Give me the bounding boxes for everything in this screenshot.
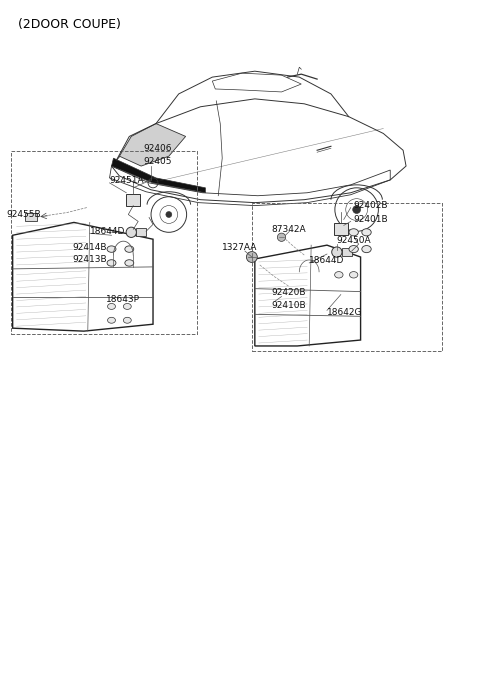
Text: 18644D: 18644D xyxy=(90,227,125,236)
Text: 18643P: 18643P xyxy=(106,295,140,304)
Text: 92420B: 92420B xyxy=(272,288,306,297)
Circle shape xyxy=(332,247,342,257)
Text: 18642G: 18642G xyxy=(327,308,362,317)
Ellipse shape xyxy=(123,318,131,323)
Ellipse shape xyxy=(107,260,116,266)
Ellipse shape xyxy=(349,272,358,278)
Ellipse shape xyxy=(123,303,131,309)
Ellipse shape xyxy=(108,303,116,309)
Text: 92451A: 92451A xyxy=(109,176,144,185)
Bar xyxy=(334,224,348,235)
Ellipse shape xyxy=(335,272,343,278)
Circle shape xyxy=(126,227,136,237)
Circle shape xyxy=(246,252,257,263)
Circle shape xyxy=(277,233,286,241)
Text: (2DOOR COUPE): (2DOOR COUPE) xyxy=(18,18,120,31)
Text: 92413B: 92413B xyxy=(72,255,107,265)
Bar xyxy=(126,193,140,206)
Text: 18644D: 18644D xyxy=(309,257,345,265)
Circle shape xyxy=(166,211,172,217)
Ellipse shape xyxy=(362,246,371,252)
Ellipse shape xyxy=(349,228,359,236)
Text: 92450A: 92450A xyxy=(337,236,372,245)
Text: 92402B: 92402B xyxy=(354,201,388,210)
Polygon shape xyxy=(120,123,186,166)
Text: 92410B: 92410B xyxy=(272,301,306,310)
Text: 92414B: 92414B xyxy=(72,243,107,252)
Text: 87342A: 87342A xyxy=(272,225,306,234)
Text: 92405: 92405 xyxy=(143,156,172,165)
Text: 92401B: 92401B xyxy=(354,215,388,224)
Bar xyxy=(342,248,352,256)
Ellipse shape xyxy=(107,246,116,252)
Polygon shape xyxy=(111,158,205,193)
Text: 1327AA: 1327AA xyxy=(222,243,258,252)
Ellipse shape xyxy=(362,228,371,236)
Bar xyxy=(24,213,37,222)
Ellipse shape xyxy=(108,318,116,323)
Text: 92455B: 92455B xyxy=(7,210,41,219)
Ellipse shape xyxy=(125,260,134,266)
Circle shape xyxy=(353,206,360,213)
Text: 92406: 92406 xyxy=(143,144,172,153)
Bar xyxy=(136,228,146,236)
Ellipse shape xyxy=(349,246,359,252)
Ellipse shape xyxy=(125,246,134,252)
